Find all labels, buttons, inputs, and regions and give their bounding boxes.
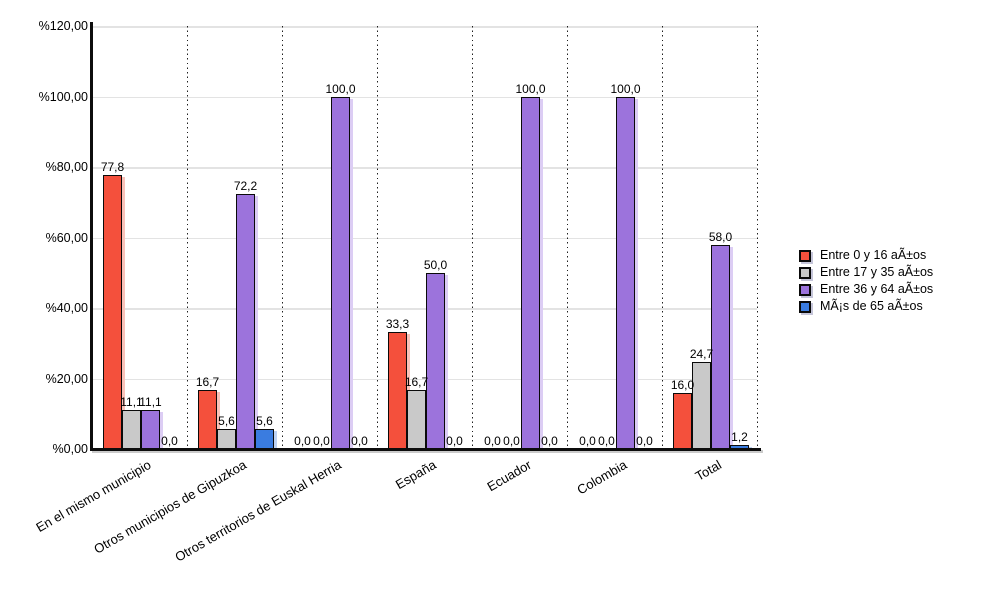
legend-swatch-icon [799,249,811,262]
legend-item: Entre 36 y 64 aÃ±os [799,283,933,296]
y-axis-tick-label: %20,00 [45,371,88,386]
gridline [92,378,757,380]
bar-value-label: 0,0 [351,434,368,448]
group-separator [567,26,569,449]
bar-value-label: 50,0 [423,257,448,272]
bar-value-label: 0,0 [484,434,501,448]
legend-swatch-icon [799,283,811,296]
bar-value-label: 100,0 [610,81,641,96]
gridline [92,26,757,28]
legend-swatch-icon [799,300,811,313]
bar [388,331,407,449]
bar [407,390,426,449]
group-separator [472,26,474,449]
bar-value-label: 0,0 [636,434,653,448]
gridline [92,237,757,239]
y-axis-tick-label: %80,00 [45,160,88,174]
group-separator [662,26,664,449]
bar-value-label: 0,0 [598,434,615,448]
bar [692,361,711,449]
bar [521,96,540,449]
legend-series-label: Entre 0 y 16 aÃ±os [820,248,927,262]
bar-value-label: 16,0 [670,377,695,392]
bar-value-label: 100,0 [325,81,356,96]
gridline [92,167,757,169]
legend-series-label: Entre 17 y 35 aÃ±os [820,265,934,279]
bar-value-label: 5,6 [256,414,273,429]
bar [616,96,635,449]
bar-value-label: 16,7 [195,375,220,390]
y-axis-tick-label: %40,00 [45,301,88,315]
bar-value-label: 11,1 [139,394,162,409]
bar [236,194,255,449]
bar-value-label: 5,6 [218,414,235,429]
bar-value-label: 33,3 [385,316,410,331]
bar [711,244,730,449]
bar-value-label: 0,0 [541,434,558,448]
bar-value-label: 16,7 [404,375,429,390]
x-category-label: Colombia [573,457,629,498]
legend: Entre 0 y 16 aÃ±os Entre 17 y 35 aÃ±os Ent… [799,249,933,317]
bar-value-label: 24,7 [689,346,714,361]
legend-item: Entre 17 y 35 aÃ±os [799,266,933,279]
y-axis-tick-label: %0,00 [52,442,88,456]
legend-series-label: MÃ¡s de 65 aÃ±os [820,299,923,313]
bar [426,272,445,449]
bar [331,96,350,449]
y-axis-line [90,22,93,451]
legend-swatch-icon [799,266,811,279]
bar-value-label: 0,0 [313,434,330,448]
bar-value-label: 58,0 [708,229,733,244]
bar [217,429,236,449]
legend-item: Entre 0 y 16 aÃ±os [799,249,933,262]
bar [673,392,692,449]
x-category-label: Otros territorios de Euskal Herria [172,457,344,565]
bar-value-label: 1,2 [731,429,748,444]
y-axis-tick-label: %120,00 [38,19,88,33]
bar-value-label: 11,1 [120,394,143,409]
bar-value-label: 0,0 [161,434,178,448]
bar-value-label: 100,0 [515,81,546,96]
x-category-label: Total [692,457,724,484]
bar-value-label: 0,0 [294,434,311,448]
legend-series-label: Entre 36 y 64 aÃ±os [820,282,934,296]
bar-value-label: 72,2 [233,179,258,194]
group-separator [757,26,759,449]
bar-value-label: 0,0 [579,434,596,448]
x-category-label: Ecuador [484,457,534,495]
legend-item: MÃ¡s de 65 aÃ±os [799,300,933,313]
group-separator [377,26,379,449]
x-category-label: Otros municipios de Gipuzkoa [91,457,249,557]
group-separator [187,26,189,449]
bar [255,429,274,449]
y-axis-tick-label: %60,00 [45,230,88,245]
bar-value-label: 0,0 [503,434,520,448]
group-separator [282,26,284,449]
bar-value-label: 0,0 [446,434,463,448]
x-category-label: España [393,457,439,493]
gridline [92,308,757,310]
y-axis-tick-label: %100,00 [38,89,88,104]
gridline [92,96,757,98]
bar-value-label: 77,8 [100,159,125,174]
bar [122,409,141,449]
x-axis-line [90,448,761,451]
